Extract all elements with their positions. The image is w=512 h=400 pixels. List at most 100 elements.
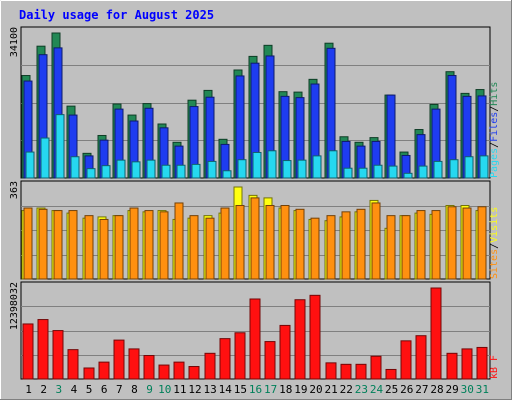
bar-sites (386, 215, 396, 280)
bar-pages (267, 150, 277, 179)
x-tick-label: 3 (56, 383, 63, 396)
bar-pages (86, 168, 96, 179)
bar-pages (282, 160, 292, 179)
panel-legend: Pages/Files/Hits (489, 82, 500, 178)
bar-kb-f (128, 348, 140, 380)
bar-kb-f (476, 346, 488, 380)
bar-kb-f (234, 332, 246, 380)
bar-pages (176, 164, 186, 179)
bar-kb-f (98, 361, 110, 380)
bar-pages (116, 159, 126, 179)
bar-kb-f (264, 341, 276, 380)
bar-pages (161, 164, 171, 179)
bar-kb-f (279, 324, 291, 380)
x-tick-label: 11 (173, 383, 186, 396)
bar-pages (55, 114, 65, 179)
bars-pages-files-hits (21, 32, 489, 179)
bar-pages (70, 156, 80, 179)
bar-sites (447, 206, 457, 280)
bar-sites (23, 207, 33, 280)
x-tick-label: 24 (370, 383, 384, 396)
bar-sites (326, 215, 336, 280)
x-tick-label: 6 (101, 383, 108, 396)
x-tick-label: 19 (294, 383, 307, 396)
bar-pages (191, 163, 201, 179)
bar-pages (403, 172, 413, 179)
x-tick-label: 13 (203, 383, 216, 396)
bar-kb-f (188, 366, 200, 380)
bar-pages (101, 165, 111, 179)
bar-kb-f (461, 348, 473, 380)
x-tick-label: 23 (355, 383, 368, 396)
chart-panels: 34100Pages/Files/Hits363Sites/Visits1239… (9, 26, 500, 380)
bar-kb-f (158, 364, 170, 380)
bar-sites (280, 205, 290, 280)
bar-kb-f (430, 287, 442, 380)
bar-kb-f (219, 338, 231, 380)
bar-pages (388, 165, 398, 179)
bar-pages (25, 151, 35, 179)
panel-pages-files-hits: 34100 Pages/Files/Hits (9, 26, 500, 179)
chart-title: Daily usage for August 2025 (19, 8, 214, 22)
bar-pages (312, 155, 322, 179)
bar-kb-f (340, 363, 352, 380)
bar-sites (401, 215, 411, 280)
bar-pages (328, 150, 338, 179)
bar-sites (477, 206, 487, 280)
bar-sites (235, 205, 245, 280)
bar-sites (189, 215, 199, 280)
bar-pages (237, 159, 247, 179)
legend-entry: Sites (489, 249, 500, 279)
bar-kb-f (37, 319, 49, 380)
bar-pages (479, 155, 489, 179)
bar-pages (252, 151, 262, 179)
bar-pages (40, 137, 50, 179)
bar-kb-f (249, 298, 261, 380)
bar-sites (114, 215, 124, 280)
y-max-label: 363 (9, 181, 20, 199)
bar-kb-f (67, 349, 79, 380)
bar-kb-f (415, 335, 427, 380)
bar-sites (38, 208, 48, 280)
x-tick-label: 12 (188, 383, 201, 396)
x-tick-label: 8 (131, 383, 138, 396)
legend-entry: / (489, 106, 500, 112)
bar-sites (462, 207, 472, 280)
bar-kb-f (204, 352, 216, 380)
bar-sites (341, 211, 351, 280)
bar-sites (68, 210, 78, 280)
bar-sites (431, 210, 441, 280)
bar-kb-f (446, 352, 458, 380)
bar-pages (464, 156, 474, 179)
bar-kb-f (173, 361, 185, 380)
bar-sites (159, 211, 169, 280)
x-tick-label: 28 (430, 383, 443, 396)
x-tick-label: 31 (476, 383, 489, 396)
legend-entry: kB F (489, 355, 500, 379)
legend-entry: / (489, 243, 500, 249)
bar-kb-f (355, 363, 367, 380)
bar-sites (174, 202, 184, 280)
bar-kb-f (400, 340, 412, 380)
bar-kb-f (113, 339, 125, 380)
bar-sites (416, 210, 426, 280)
bar-pages (207, 160, 217, 179)
x-tick-label: 1 (25, 383, 32, 396)
bar-kb-f (370, 355, 382, 380)
panel-kbytes: 12398032 kB F (9, 281, 500, 380)
bar-pages (146, 159, 156, 179)
x-tick-label: 7 (116, 383, 123, 396)
bar-sites (220, 207, 230, 280)
bar-pages (358, 167, 368, 179)
panel-sites-visits: 363 Sites/Visits (9, 180, 500, 280)
x-tick-label: 21 (325, 383, 338, 396)
x-tick-label: 25 (385, 383, 398, 396)
x-tick-label: 9 (146, 383, 153, 396)
y-max-label: 34100 (9, 27, 20, 57)
bar-kb-f (294, 299, 306, 380)
bar-pages (418, 165, 428, 179)
x-tick-label: 10 (158, 383, 171, 396)
bar-kb-f (22, 323, 34, 380)
x-tick-label: 27 (415, 383, 428, 396)
